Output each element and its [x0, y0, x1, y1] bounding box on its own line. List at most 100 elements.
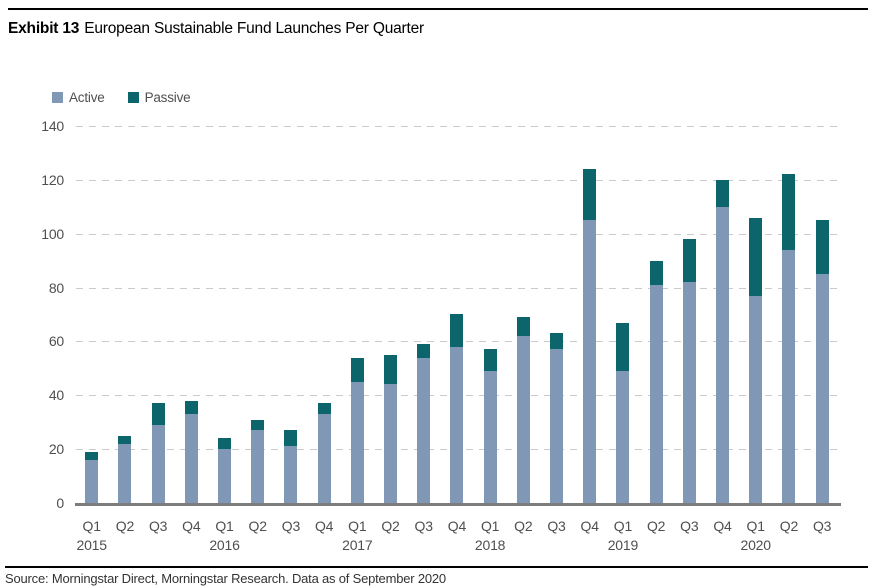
bar-5-Q2 [251, 419, 265, 503]
legend-label-passive: Passive [144, 90, 191, 105]
source-note: Source: Morningstar Direct, Morningstar … [5, 571, 446, 586]
year-label-2016: 2016 [209, 537, 240, 553]
y-tick-label-120: 120 [41, 171, 64, 188]
bar-segment-passive [649, 260, 663, 285]
exhibit-label: Exhibit 13 [8, 20, 80, 37]
x-tick-label-7: Q4 [314, 518, 334, 534]
bar-segment-passive [682, 239, 696, 283]
bar-segment-active [251, 430, 265, 503]
bar-21-Q2 [782, 174, 796, 503]
bar-segment-passive [284, 430, 298, 447]
bar-segment-active [749, 295, 763, 503]
bar-2-Q3 [151, 403, 165, 503]
bar-segment-passive [516, 317, 530, 337]
active-swatch-icon [52, 92, 63, 103]
bar-segment-passive [350, 357, 364, 382]
bar-segment-passive [317, 403, 331, 415]
year-label-2017: 2017 [342, 537, 373, 553]
gridline-100 [76, 233, 841, 235]
bar-segment-passive [85, 451, 99, 460]
x-tick-label-6: Q3 [281, 518, 301, 534]
bar-17-Q2 [649, 260, 663, 503]
bar-segment-active [516, 336, 530, 503]
bar-20-Q1 [749, 217, 763, 503]
bar-7-Q4 [317, 403, 331, 503]
bar-segment-active [782, 249, 796, 503]
bar-segment-active [682, 282, 696, 503]
bar-segment-passive [616, 322, 630, 372]
bar-11-Q4 [450, 314, 464, 503]
bar-segment-active [483, 371, 497, 503]
x-tick-label-2: Q3 [148, 518, 168, 534]
bar-segment-passive [550, 333, 563, 350]
gridline-140 [76, 125, 841, 127]
x-tick-label-5: Q2 [248, 518, 267, 534]
year-label-2019: 2019 [607, 537, 639, 553]
bar-segment-passive [583, 169, 597, 221]
bar-12-Q1 [483, 349, 497, 503]
bar-segment-active [616, 371, 630, 503]
year-label-2020: 2020 [740, 537, 772, 553]
bar-segment-active [417, 357, 431, 503]
x-tick-label-12: Q1 [480, 518, 500, 534]
bar-0-Q1 [85, 451, 99, 503]
bar-segment-active [649, 284, 663, 503]
bar-segment-active [151, 424, 165, 503]
bar-segment-active [317, 414, 331, 503]
x-tick-label-19: Q4 [713, 518, 732, 534]
bar-segment-active [450, 346, 464, 503]
x-tick-label-22: Q3 [812, 518, 832, 534]
bar-segment-passive [450, 314, 464, 347]
bar-segment-active [184, 414, 198, 503]
legend: Active Passive [52, 90, 191, 105]
bar-segment-passive [118, 435, 132, 444]
bottom-rule [5, 566, 868, 568]
x-tick-label-10: Q3 [414, 518, 433, 534]
bar-segment-passive [483, 349, 497, 372]
bar-8-Q1 [350, 357, 364, 503]
x-tick-label-11: Q4 [447, 518, 467, 534]
chart-header: Exhibit 13 European Sustainable Fund Laun… [8, 20, 424, 38]
bar-segment-active [284, 446, 298, 503]
bar-segment-active [384, 384, 397, 503]
bar-segment-passive [749, 217, 763, 296]
bar-13-Q2 [516, 317, 530, 503]
bar-22-Q3 [815, 220, 829, 503]
y-tick-label-60: 60 [48, 333, 64, 350]
bar-segment-active [218, 449, 231, 503]
bar-segment-passive [184, 400, 198, 415]
x-tick-label-13: Q2 [514, 518, 533, 534]
y-tick-label-0: 0 [56, 495, 64, 511]
y-tick-label-40: 40 [48, 387, 64, 404]
bar-segment-passive [251, 419, 265, 431]
legend-item-passive: Passive [127, 90, 191, 105]
bar-segment-passive [384, 354, 397, 385]
bar-segment-active [550, 349, 563, 503]
bar-segment-active [85, 459, 99, 503]
bar-3-Q4 [184, 400, 198, 503]
x-tick-label-21: Q2 [779, 518, 799, 534]
x-tick-label-8: Q1 [348, 518, 367, 534]
x-tick-label-17: Q2 [646, 518, 666, 534]
x-tick-label-18: Q3 [680, 518, 699, 534]
gridline-80 [76, 287, 841, 289]
bar-segment-active [583, 220, 597, 503]
x-tick-label-15: Q4 [580, 518, 599, 534]
bar-segment-active [118, 443, 132, 503]
x-tick-label-0: Q1 [82, 518, 101, 534]
bar-10-Q3 [417, 344, 431, 503]
bar-segment-passive [782, 174, 796, 250]
bar-segment-passive [716, 179, 729, 207]
passive-swatch-icon [127, 92, 139, 103]
x-tick-label-1: Q2 [115, 518, 135, 534]
bar-segment-passive [218, 438, 231, 450]
x-axis-line [75, 503, 841, 506]
y-tick-label-100: 100 [41, 225, 64, 242]
page-title: European Sustainable Fund Launches Per Q… [84, 20, 424, 37]
gridline-120 [76, 179, 841, 181]
bar-18-Q3 [682, 239, 696, 503]
bar-14-Q3 [550, 333, 563, 503]
bar-segment-passive [815, 220, 829, 275]
